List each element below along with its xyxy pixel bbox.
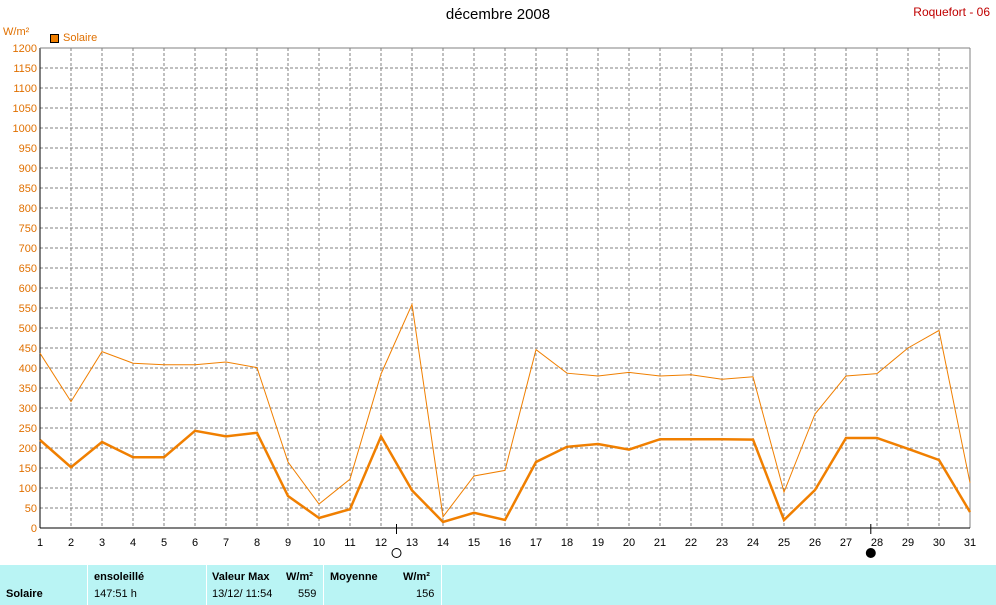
chart-title: décembre 2008 — [445, 6, 551, 23]
y-tick-label: 350 — [19, 383, 37, 395]
x-tick-label: 14 — [437, 537, 449, 549]
x-tick-label: 21 — [654, 537, 666, 549]
x-tick-label: 31 — [964, 537, 976, 549]
y-tick-label: 400 — [19, 363, 37, 375]
y-tick-label: 600 — [19, 283, 37, 295]
x-tick-label: 24 — [747, 537, 759, 549]
x-tick-label: 9 — [285, 537, 291, 549]
x-tick-label: 4 — [130, 537, 136, 549]
avg-header: Moyenne — [330, 571, 378, 583]
max-date: 13/12/ 11:54 — [212, 588, 273, 600]
summary-row-label: Solaire — [6, 588, 43, 600]
x-tick-label: 18 — [561, 537, 573, 549]
y-tick-label: 750 — [19, 223, 37, 235]
y-tick-label: 550 — [19, 303, 37, 315]
series-line — [39, 302, 971, 519]
y-tick-label: 1050 — [13, 103, 37, 115]
x-tick-label: 2 — [68, 537, 74, 549]
x-tick-label: 25 — [778, 537, 790, 549]
legend-swatch — [50, 33, 59, 43]
x-tick-label: 26 — [809, 537, 821, 549]
solar-chart: 0 50 100 150 200 250 300 350 400 450 500 550 600 650 7… — [13, 43, 976, 558]
y-tick-label: 1200 — [13, 43, 37, 55]
summary-divider — [323, 565, 324, 605]
x-tick-label: 8 — [254, 537, 260, 549]
y-tick-label: 150 — [19, 463, 37, 475]
new-moon-icon — [865, 548, 876, 558]
x-tick-label: 30 — [933, 537, 945, 549]
legend: Solaire — [50, 32, 97, 44]
summary-divider — [87, 565, 88, 605]
y-tick-label: 650 — [19, 263, 37, 275]
x-tick-label: 6 — [192, 537, 198, 549]
x-tick-label: 5 — [161, 537, 167, 549]
station-name: Roquefort - 06 — [913, 5, 990, 19]
y-tick-label: 800 — [19, 203, 37, 215]
summary-divider — [206, 565, 207, 605]
x-tick-label: 1 — [37, 537, 43, 549]
y-tick-label: 200 — [19, 443, 37, 455]
x-tick-label: 29 — [902, 537, 914, 549]
y-tick-label: 1100 — [13, 83, 37, 95]
y-tick-label: 500 — [19, 323, 37, 335]
x-tick-label: 3 — [99, 537, 105, 549]
avg-unit: W/m² — [403, 571, 430, 583]
max-unit: W/m² — [286, 571, 313, 583]
summary-bar: Solaire ensoleillé 147:51 h Valeur Max W… — [0, 565, 996, 605]
avg-value: 156 — [416, 588, 435, 600]
y-tick-label: 0 — [31, 523, 37, 535]
y-tick-label: 100 — [19, 483, 37, 495]
full-moon-icon — [391, 548, 402, 558]
x-tick-label: 13 — [406, 537, 418, 549]
y-tick-label: 950 — [19, 143, 37, 155]
y-tick-label: 900 — [19, 163, 37, 175]
x-tick-label: 27 — [840, 537, 852, 549]
x-tick-label: 10 — [313, 537, 325, 549]
x-tick-label: 20 — [623, 537, 635, 549]
y-tick-label: 50 — [25, 503, 37, 515]
y-tick-label: 700 — [19, 243, 37, 255]
x-tick-label: 11 — [344, 537, 355, 549]
series-line — [39, 429, 972, 524]
y-axis-unit: W/m² — [3, 26, 30, 38]
max-value: 559 — [298, 588, 317, 600]
y-tick-label: 450 — [19, 343, 37, 355]
y-tick-label: 1150 — [13, 63, 37, 75]
y-tick-label: 850 — [19, 183, 37, 195]
x-tick-label: 19 — [592, 537, 604, 549]
x-tick-label: 28 — [871, 537, 883, 549]
y-tick-label: 250 — [19, 423, 37, 435]
legend-label: Solaire — [63, 32, 98, 44]
x-tick-label: 15 — [468, 537, 480, 549]
x-tick-label: 12 — [375, 537, 387, 549]
x-tick-label: 17 — [530, 537, 542, 549]
x-tick-label: 16 — [499, 537, 511, 549]
x-tick-label: 23 — [716, 537, 728, 549]
max-header: Valeur Max — [212, 571, 270, 583]
y-tick-label: 300 — [19, 403, 37, 415]
x-tick-label: 22 — [685, 537, 697, 549]
x-tick-label: 7 — [223, 537, 229, 549]
y-tick-label: 1000 — [13, 123, 37, 135]
sunshine-header: ensoleillé — [94, 571, 145, 583]
sunshine-value: 147:51 h — [94, 588, 137, 600]
summary-divider — [441, 565, 442, 605]
